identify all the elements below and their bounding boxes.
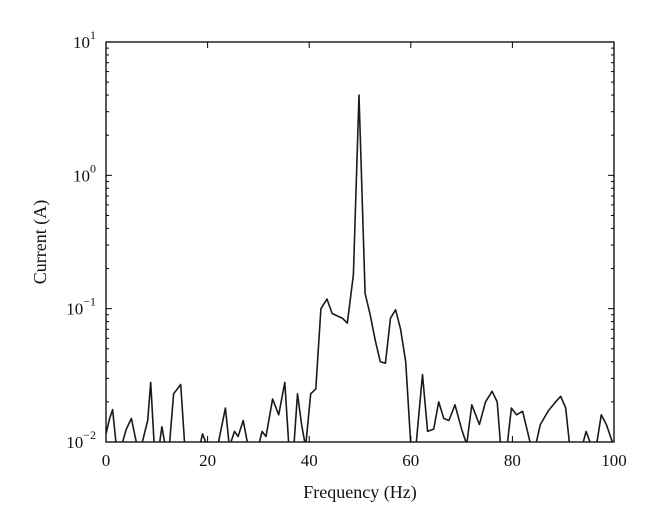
series-layer (106, 94, 614, 442)
y-tick-label: 10−1 (66, 295, 96, 319)
y-tick-label: 100 (73, 161, 96, 185)
y-tick-base: 10 (66, 433, 83, 452)
y-tick-exponent: −1 (83, 295, 96, 309)
y-tick-base: 10 (73, 166, 90, 185)
y-axis-label: Current (A) (30, 200, 51, 284)
series-line-1 (106, 94, 614, 442)
x-ticks: 0 20 40 60 80 100 (102, 42, 627, 470)
y-tick-exponent: 0 (90, 161, 96, 175)
x-tick-label: 40 (301, 451, 318, 470)
y-tick-label: 10−2 (66, 428, 96, 452)
x-tick-label: 0 (102, 451, 111, 470)
x-tick-label: 20 (199, 451, 216, 470)
y-tick-base: 10 (66, 300, 83, 319)
y-tick-exponent: −2 (83, 428, 96, 442)
x-axis-label: Frequency (Hz) (303, 482, 416, 503)
plot-frame (105, 41, 615, 443)
x-tick-label: 80 (504, 451, 521, 470)
y-tick-base: 10 (73, 33, 90, 52)
plot-area (105, 41, 615, 443)
x-tick-label: 100 (601, 451, 627, 470)
y-tick-label: 101 (73, 28, 96, 52)
y-tick-exponent: 1 (90, 28, 96, 42)
x-tick-label: 60 (402, 451, 419, 470)
